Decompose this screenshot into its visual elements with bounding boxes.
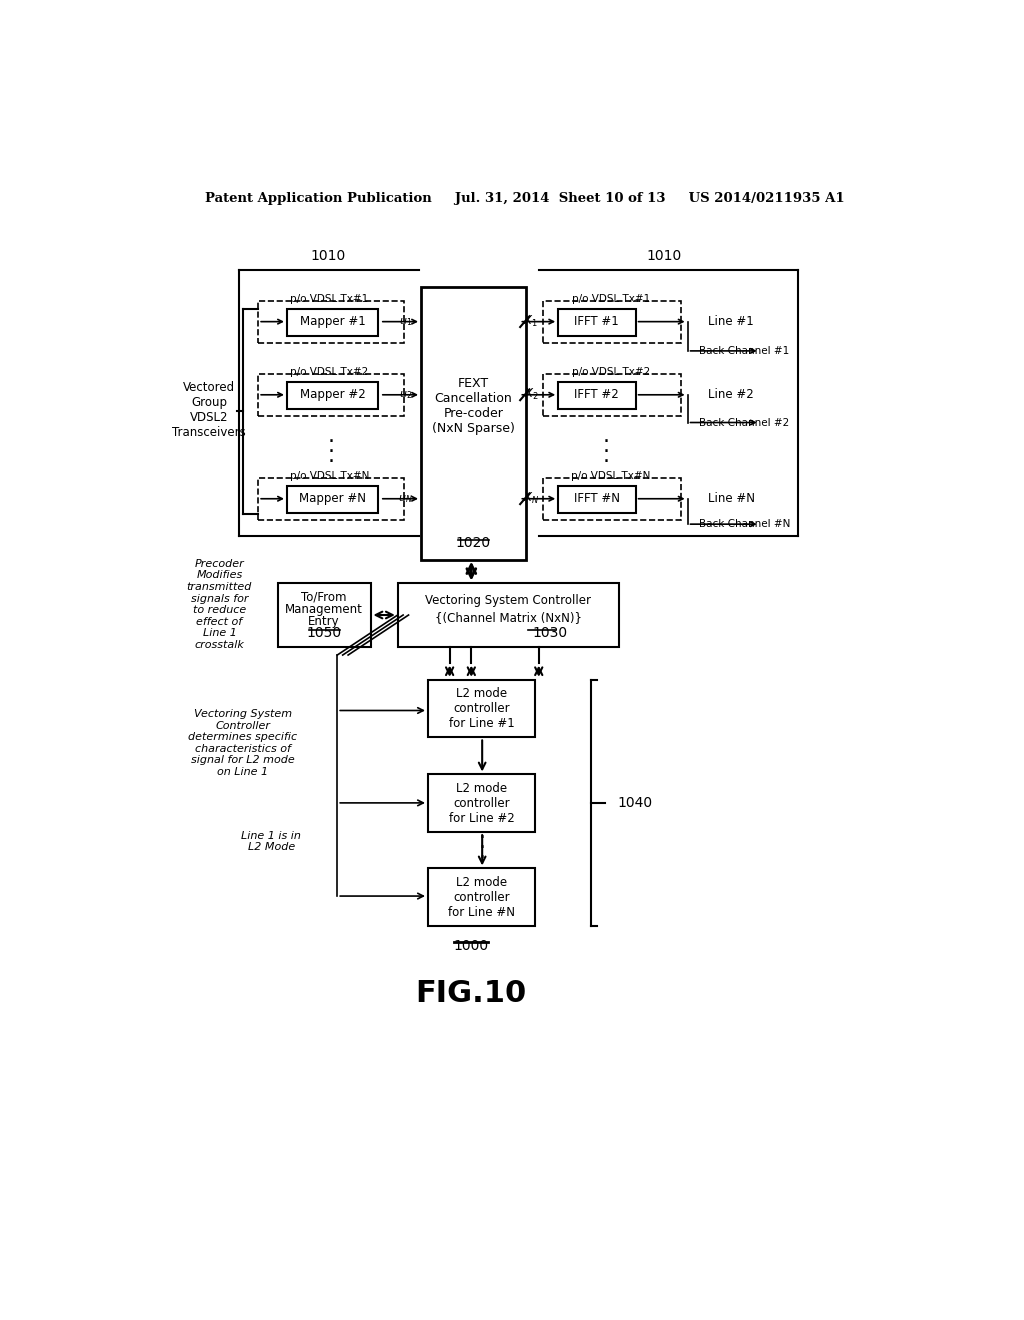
Bar [428, 775, 535, 832]
Text: 1010: 1010 [310, 249, 345, 263]
Bar [258, 301, 403, 343]
Text: FEXT
Cancellation
Pre-coder
(NxN Sparse): FEXT Cancellation Pre-coder (NxN Sparse) [432, 378, 515, 436]
Text: .: . [478, 832, 485, 853]
Text: Back Channel #1: Back Channel #1 [699, 346, 790, 356]
Text: p/o VDSL Tx#2: p/o VDSL Tx#2 [571, 367, 650, 378]
Text: $X_2$: $X_2$ [523, 387, 539, 403]
Text: 1010: 1010 [647, 249, 682, 263]
Text: Patent Application Publication     Jul. 31, 2014  Sheet 10 of 13     US 2014/021: Patent Application Publication Jul. 31, … [205, 191, 845, 205]
Text: .: . [603, 436, 609, 455]
Bar [287, 381, 378, 409]
Text: .: . [603, 446, 609, 466]
Text: IFFT #1: IFFT #1 [574, 315, 620, 329]
Text: $X_N$: $X_N$ [522, 491, 540, 507]
Text: 1050: 1050 [306, 627, 342, 640]
Text: Precoder
Modifies
transmitted
signals for
to reduce
effect of
Line 1
crosstalk: Precoder Modifies transmitted signals fo… [186, 558, 252, 649]
Text: Vectored
Group
VDSL2
Transceivers: Vectored Group VDSL2 Transceivers [172, 381, 246, 440]
Text: .: . [478, 842, 485, 862]
Text: 1000: 1000 [454, 939, 488, 953]
Text: L2 mode
controller
for Line #N: L2 mode controller for Line #N [447, 875, 515, 919]
Text: p/o VDSL Tx#N: p/o VDSL Tx#N [571, 471, 650, 482]
Text: 1030: 1030 [532, 627, 568, 640]
Text: p/o VDSL Tx#N: p/o VDSL Tx#N [290, 471, 370, 482]
Text: 1040: 1040 [617, 796, 653, 810]
Text: .: . [328, 436, 335, 455]
Text: L2 mode
controller
for Line #1: L2 mode controller for Line #1 [449, 688, 514, 730]
Bar [258, 374, 403, 416]
Text: Entry: Entry [308, 615, 340, 628]
Text: Vectoring System
Controller
determines specific
characteristics of
signal for L2: Vectoring System Controller determines s… [188, 709, 297, 777]
Text: {(Channel Matrix (NxN)}: {(Channel Matrix (NxN)} [434, 611, 582, 624]
Text: L2 mode
controller
for Line #2: L2 mode controller for Line #2 [449, 781, 514, 825]
Text: Line #2: Line #2 [708, 388, 754, 401]
Text: p/o VDSL Tx#2: p/o VDSL Tx#2 [291, 367, 369, 378]
Bar [543, 374, 681, 416]
Text: $u_2$: $u_2$ [399, 389, 412, 401]
Text: Vectoring System Controller: Vectoring System Controller [425, 594, 591, 607]
Text: p/o VDSL Tx#1: p/o VDSL Tx#1 [571, 294, 650, 305]
Text: Management: Management [285, 603, 364, 616]
Bar [397, 583, 618, 647]
Text: To/From: To/From [301, 591, 347, 603]
Bar [278, 583, 371, 647]
Bar [558, 486, 636, 512]
Bar [258, 478, 403, 520]
Text: $X_1$: $X_1$ [523, 314, 539, 329]
Text: p/o VDSL Tx#1: p/o VDSL Tx#1 [291, 294, 369, 305]
Text: Line #N: Line #N [708, 492, 755, 506]
Bar [543, 478, 681, 520]
Bar [428, 680, 535, 738]
Text: IFFT #2: IFFT #2 [574, 388, 620, 401]
Bar [287, 309, 378, 335]
Text: Line #1: Line #1 [708, 315, 754, 329]
Text: $u_1$: $u_1$ [398, 315, 412, 327]
Text: .: . [328, 425, 335, 446]
Text: Line 1 is in
L2 Mode: Line 1 is in L2 Mode [242, 830, 301, 853]
Text: .: . [478, 822, 485, 842]
Bar [421, 286, 525, 561]
Text: IFFT #N: IFFT #N [573, 492, 620, 506]
Text: .: . [603, 425, 609, 446]
Bar [428, 869, 535, 927]
Text: FIG.10: FIG.10 [416, 979, 527, 1008]
Text: Mapper #1: Mapper #1 [300, 315, 366, 329]
Text: $u_N$: $u_N$ [398, 492, 413, 504]
Text: Mapper #N: Mapper #N [299, 492, 367, 506]
Text: .: . [328, 446, 335, 466]
Text: Mapper #2: Mapper #2 [300, 388, 366, 401]
Text: 1020: 1020 [456, 536, 490, 550]
Bar [558, 381, 636, 409]
Bar [287, 486, 378, 512]
Text: Back Channel #N: Back Channel #N [699, 519, 791, 529]
Bar [543, 301, 681, 343]
Bar [558, 309, 636, 335]
Text: Back Channel #2: Back Channel #2 [699, 417, 790, 428]
